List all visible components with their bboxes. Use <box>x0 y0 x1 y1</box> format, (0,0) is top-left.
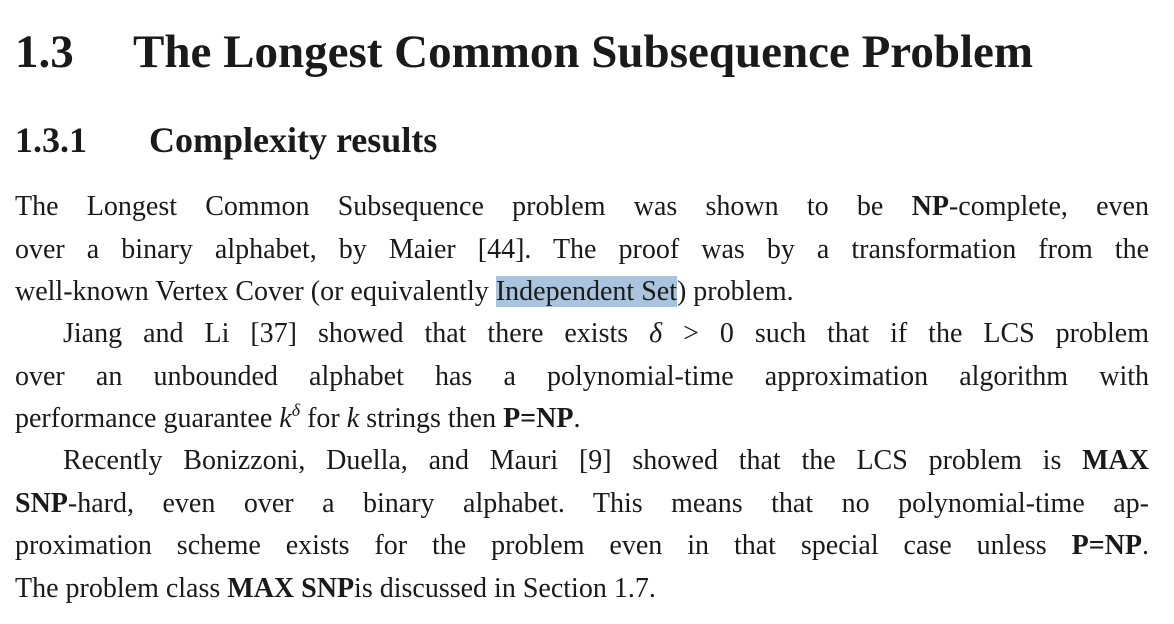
max-snp-term: MAX SNP <box>227 572 355 604</box>
delta-superscript: δ <box>291 400 301 420</box>
paragraph-3-line-3: proximation scheme exists for the proble… <box>15 525 1149 568</box>
section-title: The Longest Common Subsequence Problem <box>133 26 1034 78</box>
paragraph-2-line-2: over an unbounded alphabet has a polynom… <box>15 360 1149 392</box>
text-span: . <box>573 403 581 434</box>
section-heading: 1.3 The Longest Common Subsequence Proble… <box>15 24 1149 80</box>
text-span: is discussed in Section 1.7. <box>354 572 656 604</box>
section-number: 1.3 <box>15 26 74 78</box>
paragraph-1-line-2: over a binary alphabet, by Maier [44]. T… <box>15 233 1149 265</box>
text-span: > 0 such that if the LCS problem <box>662 318 1149 349</box>
paragraph-1: The Longest Common Subsequence problem w… <box>15 186 1149 314</box>
paragraph-3-line-4: The problem class MAX SNPis discussed in… <box>15 568 1149 611</box>
paragraph-3: Recently Bonizzoni, Duella, and Mauri [9… <box>15 440 1149 610</box>
text-span: for <box>300 403 347 434</box>
snp-term: SNP <box>15 487 68 519</box>
max-term: MAX <box>1082 445 1149 476</box>
paragraph-2-line-3: performance guarantee kδ for k strings t… <box>15 398 1149 441</box>
p-equals-np: P=NP <box>503 403 574 434</box>
np-term: NP <box>911 191 949 222</box>
paragraph-1-line-3: well-known Vertex Cover (or equivalently… <box>15 271 1149 314</box>
text-span: ) problem. <box>676 276 794 307</box>
paragraph-3-line-2: SNP-hard, even over a binary alphabet. T… <box>15 483 1149 526</box>
text-span: well-known Vertex Cover (or equivalently <box>15 276 496 307</box>
p-equals-np: P=NP <box>1071 530 1142 561</box>
text-span: The Longest Common Subsequence problem w… <box>15 191 912 222</box>
delta-symbol: δ <box>649 318 663 349</box>
text-span: Jiang and Li [37] showed that there exis… <box>63 318 650 349</box>
subsection-title: Complexity results <box>149 120 438 160</box>
text-span: strings then <box>359 403 504 434</box>
k-variable: k <box>279 403 292 434</box>
text-span: . <box>1142 530 1149 561</box>
paragraph-3-line-1: Recently Bonizzoni, Duella, and Mauri [9… <box>15 440 1149 483</box>
paragraph-1-line-1: The Longest Common Subsequence problem w… <box>15 186 1149 229</box>
text-span: Recently Bonizzoni, Duella, and Mauri [9… <box>63 445 1083 476</box>
subsection-number: 1.3.1 <box>15 120 87 160</box>
paragraph-2-line-1: Jiang and Li [37] showed that there exis… <box>15 313 1149 356</box>
selected-text-highlight[interactable]: Independent Set <box>495 276 677 307</box>
text-span: -complete, even <box>948 191 1149 222</box>
paragraph-2: Jiang and Li [37] showed that there exis… <box>15 313 1149 441</box>
text-span: -hard, even over a binary alphabet. This… <box>67 487 1149 519</box>
text-span: proximation scheme exists for the proble… <box>15 530 1072 561</box>
k-variable: k <box>346 403 360 434</box>
text-span: The problem class <box>15 572 228 604</box>
text-span: performance guarantee <box>15 403 280 434</box>
subsection-heading: 1.3.1 Complexity results <box>15 118 437 162</box>
